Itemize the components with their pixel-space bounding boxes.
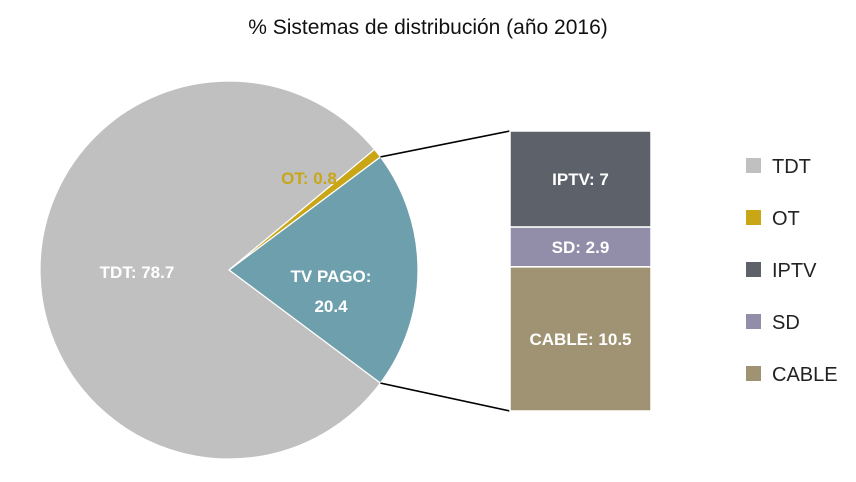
- legend-label-tdt: TDT: [772, 156, 811, 178]
- connector-line-bottom: [380, 382, 511, 412]
- bar-segment-cable: [509, 266, 652, 412]
- chart-title: % Sistemas de distribución (año 2016): [248, 16, 608, 39]
- legend: TDT OT IPTV SD CABLE: [746, 156, 838, 386]
- pie-slice-ot: [228, 148, 382, 271]
- legend-label-cable: CABLE: [772, 364, 838, 386]
- pie-slice-tdt: [39, 80, 382, 460]
- legend-label-iptv: IPTV: [772, 260, 817, 282]
- legend-label-sd: SD: [772, 312, 800, 334]
- connector-lines: [380, 130, 511, 412]
- legend-label-ot: OT: [772, 208, 800, 230]
- pie-label-tv-pago: TV PAGO:: [291, 267, 372, 286]
- bar-segment-sd: [509, 226, 652, 268]
- legend-swatch-cable: [746, 366, 761, 381]
- pie-label-tdt: TDT: 78.7: [100, 263, 175, 282]
- bar-segment-iptv: [509, 130, 652, 228]
- bar-label-cable: CABLE: 10.5: [529, 330, 631, 349]
- pie: [39, 80, 419, 460]
- pie-label-ot: OT: 0.8: [281, 169, 337, 188]
- legend-swatch-tdt: [746, 158, 761, 173]
- pie-label-tv-pago-value: 20.4: [314, 297, 348, 316]
- legend-swatch-iptv: [746, 262, 761, 277]
- legend-swatch-ot: [746, 210, 761, 225]
- pie-slice-tv-pago: [227, 156, 419, 384]
- bar-label-iptv: IPTV: 7: [552, 170, 609, 189]
- bar-label-sd: SD: 2.9: [552, 238, 610, 257]
- data-labels: TDT: 78.7 OT: 0.8 TV PAGO: 20.4 IPTV: 7 SD: 2…: [100, 169, 632, 349]
- stacked-bar: [509, 130, 652, 412]
- legend-swatch-sd: [746, 314, 761, 329]
- connector-line-top: [380, 130, 511, 158]
